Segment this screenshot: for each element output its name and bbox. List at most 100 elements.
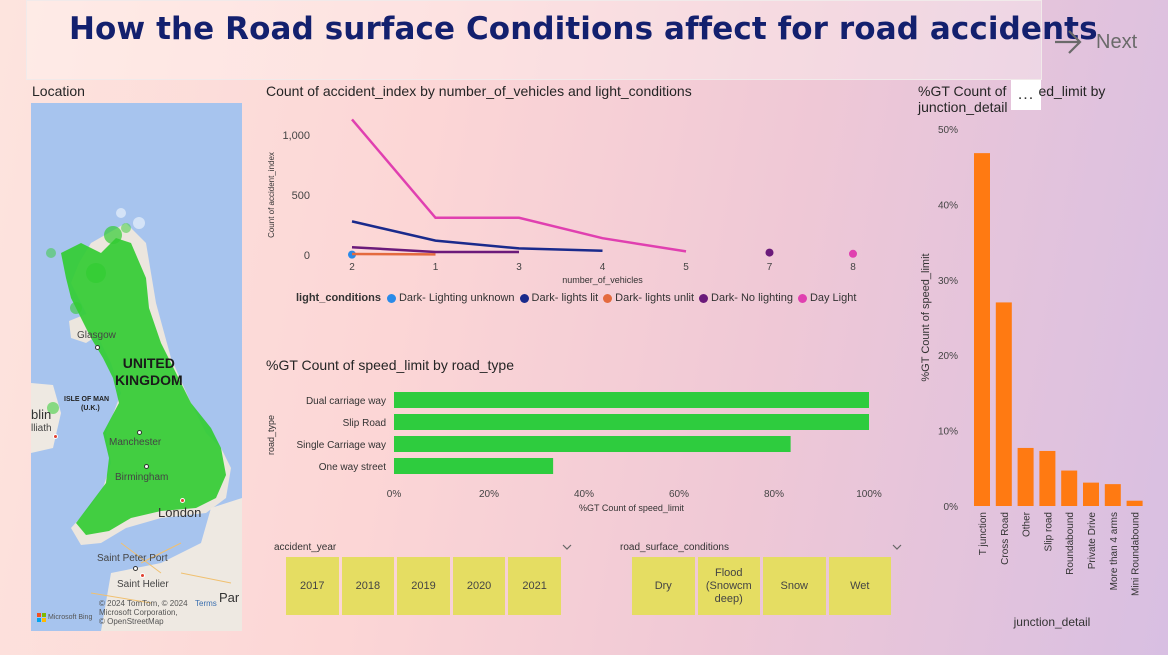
legend-swatch [519, 293, 529, 303]
x-tick-label: Roundabound [1065, 512, 1076, 575]
legend-swatch [603, 293, 613, 303]
bing-label: Microsoft Bing [48, 614, 93, 621]
chevron-down-icon[interactable] [892, 542, 902, 552]
page-title: How the Road surface Conditions affect f… [69, 11, 1098, 47]
map-copyright-line2: Microsoft Corporation, [99, 608, 178, 617]
x-tick-label: 7 [767, 262, 773, 273]
legend-label: Day Light [809, 292, 857, 304]
vbar-title-line2: junction_detail [918, 99, 1008, 115]
chevron-down-icon[interactable] [562, 542, 572, 552]
year-slicer[interactable]: 2017 2018 2019 2020 2021 [286, 557, 561, 615]
x-tick-label: Private Drive [1087, 512, 1098, 570]
bar[interactable] [974, 153, 990, 506]
x-tick-label: 60% [669, 489, 689, 500]
y-axis-label: Count of accident_index [267, 152, 276, 238]
map-label-saint-helier: Saint Helier [117, 579, 169, 590]
vbar-chart[interactable]: 0% 10% 20% 30% 40% 50% %GT Count of speed_limi… [912, 118, 1162, 638]
legend-label: Dark- lights unlit [615, 292, 695, 304]
map-label-glasgow: Glasgow [77, 330, 116, 341]
map-label-uk-line1: UNITED [122, 355, 175, 371]
x-tick-label: 40% [574, 489, 594, 500]
map-label-isle-of-man: ISLE OF MAN [64, 396, 110, 403]
x-axis-label: junction_detail [1013, 615, 1091, 629]
bar[interactable] [1039, 450, 1056, 506]
title-banner: How the Road surface Conditions affect f… [26, 0, 1098, 80]
line-chart[interactable]: 0 500 1,000 Count of accident_index 2 1 3 4 5 7 8 n… [260, 108, 900, 288]
hbar-chart-title: %GT Count of speed_limit by road_type [266, 357, 514, 373]
bar[interactable] [394, 436, 791, 452]
x-tick-label: 1 [433, 262, 439, 273]
bar[interactable] [394, 458, 554, 474]
bar[interactable] [1083, 482, 1099, 506]
surface-slicer[interactable]: Dry Flood (Snowcm deep) Snow Wet [632, 557, 891, 615]
map-dot-saint-helier [140, 573, 145, 578]
x-tick-label: 100% [856, 489, 882, 500]
y-axis-label: road_type [266, 415, 276, 455]
slicer-tile[interactable]: 2017 [286, 557, 339, 615]
y-tick-label: Slip Road [343, 418, 386, 429]
legend-label: Dark- No lighting [711, 292, 793, 304]
series-line[interactable] [351, 220, 603, 253]
bar[interactable] [394, 414, 869, 430]
map-label-lliath: lliath [31, 423, 52, 434]
x-axis-label: %GT Count of speed_limit [579, 503, 684, 513]
y-tick-label: 40% [938, 200, 958, 211]
y-tick-label: Dual carriage way [306, 396, 386, 407]
series-line[interactable] [351, 118, 687, 253]
location-map[interactable]: Glasgow UNITED KINGDOM ISLE OF MAN (U.K.… [31, 103, 242, 631]
vbar-title-line1: %GT Count of [918, 83, 1007, 99]
bar[interactable] [1061, 470, 1078, 506]
bar[interactable] [394, 392, 869, 408]
x-tick-label: 0% [387, 489, 402, 500]
bar[interactable] [995, 302, 1012, 506]
next-button[interactable]: Next [1052, 24, 1152, 60]
y-tick-label: 0% [944, 502, 959, 513]
next-label: Next [1096, 30, 1138, 53]
legend-item[interactable]: Dark- lights lit [519, 292, 599, 304]
x-tick-label: T junction [978, 512, 989, 555]
map-label-isle-of-man-uk: (U.K.) [81, 405, 100, 412]
map-copyright-line1: © 2024 TomTom, © 2024 [99, 599, 188, 608]
map-terms-link[interactable]: Terms [195, 599, 217, 608]
slicer-tile[interactable]: Wet [828, 557, 891, 615]
legend-item[interactable]: Dark- No lighting [699, 292, 793, 304]
slicer-tile[interactable]: 2021 [508, 557, 561, 615]
x-tick-label: 5 [683, 262, 689, 273]
series-line[interactable] [351, 245, 519, 254]
microsoft-logo-icon [37, 613, 46, 622]
y-tick-label: 20% [938, 351, 958, 362]
x-tick-label: 2 [349, 262, 355, 273]
y-tick-label: 10% [938, 427, 958, 438]
legend-item[interactable]: Day Light [797, 292, 857, 304]
more-options-button[interactable]: ... [1011, 80, 1041, 110]
bar[interactable] [1126, 500, 1143, 506]
map-dot-glasgow [95, 345, 100, 350]
x-tick-label: 20% [479, 489, 499, 500]
line-chart-title: Count of accident_index by number_of_veh… [266, 83, 692, 99]
slicer-tile[interactable]: Dry [632, 557, 695, 615]
map-dot-saint-peter-port [133, 566, 138, 571]
series-point[interactable] [765, 248, 774, 257]
series-point[interactable] [849, 249, 857, 258]
x-tick-label: 3 [516, 262, 522, 273]
map-dot-dublin [53, 434, 58, 439]
x-tick-label: 4 [600, 262, 606, 273]
y-axis-label: %GT Count of speed_limit [920, 253, 932, 381]
slicer-tile[interactable]: 2019 [397, 557, 450, 615]
legend-label: Dark- lights lit [531, 292, 599, 304]
line-chart-legend[interactable]: light_conditions Dark- Lighting unknown D… [296, 292, 861, 304]
slicer-tile[interactable]: Flood (Snowcm deep) [697, 557, 760, 615]
y-tick-label: 1,000 [282, 130, 310, 142]
y-tick-label: 500 [292, 190, 310, 202]
slicer-tile[interactable]: Snow [763, 557, 826, 615]
y-tick-label: 0 [304, 250, 310, 262]
slicer-tile[interactable]: 2018 [341, 557, 395, 615]
slicer-tile[interactable]: 2020 [452, 557, 506, 615]
bar[interactable] [1104, 484, 1121, 506]
legend-item[interactable]: Dark- lights unlit [603, 292, 694, 304]
legend-item[interactable]: Dark- Lighting unknown [386, 292, 515, 304]
map-label-dublin: blin [31, 407, 52, 422]
hbar-chart[interactable]: Dual carriage way Slip Road Single Carriag… [260, 380, 900, 520]
x-tick-label: Mini Roundabound [1131, 512, 1142, 596]
bar[interactable] [1017, 447, 1034, 506]
